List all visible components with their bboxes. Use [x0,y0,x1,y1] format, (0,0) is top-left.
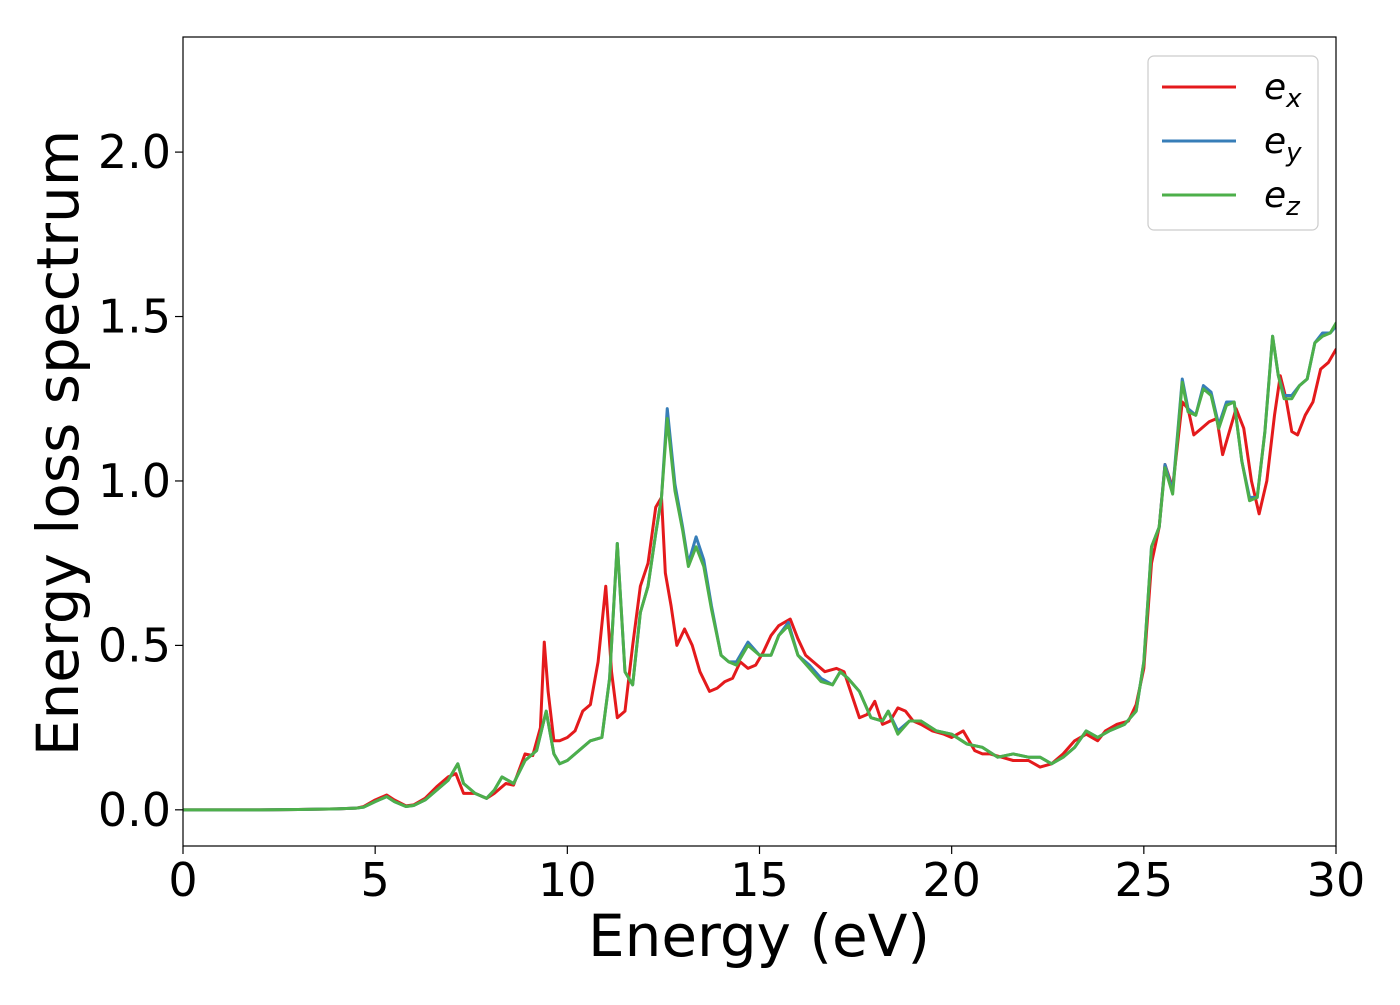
x-tick-label: 5 [361,853,390,907]
x-tick-label: 20 [922,853,981,907]
legend-label-y: ey [1264,121,1302,168]
y-axis-ticks: 0.0 0.5 1.0 1.5 2.0 [98,125,183,837]
y-tick-label: 2.0 [98,125,171,179]
series-line-x [183,347,1336,812]
y-tick-label: 0.5 [98,618,171,672]
legend-label-x: ex [1264,67,1302,114]
x-axis-title: Energy (eV) [588,902,930,970]
x-tick-label: 10 [538,853,597,907]
legend: ex ey ez [1147,55,1319,231]
series-line-y [183,324,1336,812]
x-tick-label: 25 [1115,853,1174,907]
x-axis-ticks: 0 5 10 15 20 25 30 [168,846,1365,907]
x-tick-label: 30 [1307,853,1366,907]
series-lines [183,321,1336,812]
series-line-z [183,321,1336,812]
y-axis-title: Energy loss spectrum [24,130,92,756]
y-tick-label: 1.0 [98,454,171,508]
y-tick-label: 0.0 [98,783,171,837]
y-tick-label: 1.5 [98,290,171,344]
legend-box [1147,55,1319,231]
x-tick-label: 0 [168,853,197,907]
legend-label-z: ez [1264,175,1301,222]
x-tick-label: 15 [730,853,789,907]
